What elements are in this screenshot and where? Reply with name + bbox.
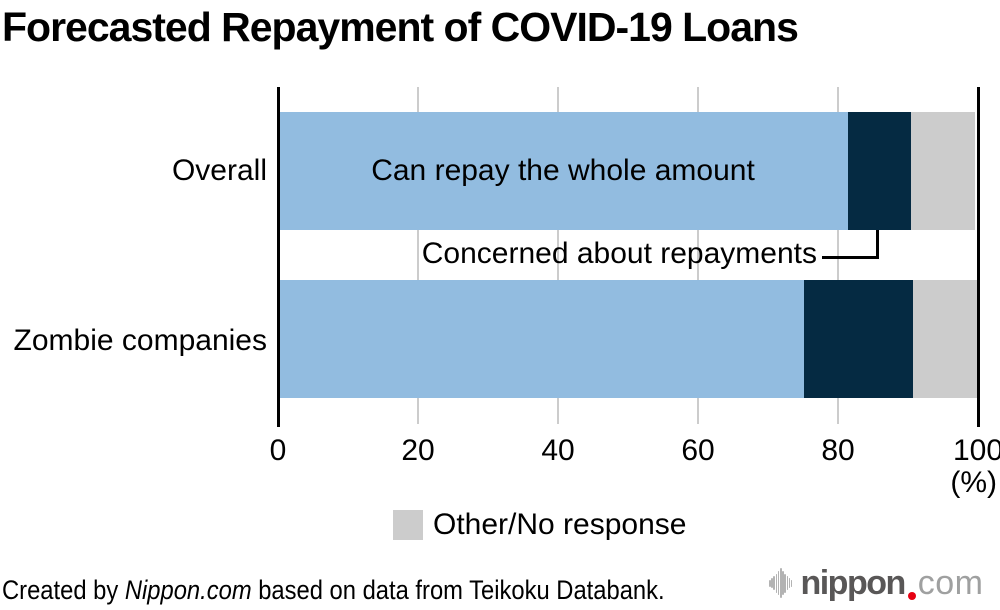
credit-suffix: based on data from Teikoku Databank.: [251, 575, 665, 605]
bar-segment: [913, 280, 977, 398]
legend: Other/No response: [393, 509, 686, 541]
gridline-60: [697, 87, 699, 424]
category-label-zombie-companies: Zombie companies: [13, 324, 267, 357]
in-bar-series-label: Can repay the whole amount: [371, 154, 755, 187]
x-tick-80: 80: [821, 434, 855, 467]
axis-line-0: [276, 87, 280, 427]
nippon-com-logo: nippon com: [769, 562, 984, 604]
nippon-logo-wordmark: nippon com: [800, 564, 983, 602]
legend-label-other: Other/No response: [433, 508, 687, 541]
chart-title: Forecasted Repayment of COVID-19 Loans: [2, 4, 799, 50]
x-tick-60: 60: [681, 434, 715, 467]
gridline-20: [417, 87, 419, 424]
callout-series-label: Concerned about repayments: [421, 237, 817, 270]
source-credit: Created by Nippon.com based on data from…: [2, 576, 665, 604]
bar-segment: [278, 280, 804, 398]
nippon-soundbars-icon: [769, 567, 793, 599]
x-axis-unit-label: (%): [950, 466, 997, 499]
bar-row-zombie-companies: [278, 280, 977, 398]
credit-prefix: Created by: [2, 575, 125, 605]
bar-row-overall: [278, 112, 975, 230]
logo-wordmark-nippon: nippon: [800, 564, 906, 602]
logo-wordmark-com: com: [917, 564, 984, 602]
callout-connector-horizontal: [822, 256, 879, 259]
x-tick-0: 0: [269, 434, 287, 467]
bar-segment: [911, 112, 975, 230]
bar-segment: [278, 112, 848, 230]
bar-segment: [804, 280, 913, 398]
x-tick-20: 20: [401, 434, 435, 467]
credit-source-name: Nippon.com: [124, 575, 252, 605]
axis-line-100: [976, 87, 980, 427]
logo-red-dot: [907, 592, 916, 600]
bar-segment: [848, 112, 911, 230]
legend-swatch-other: [393, 510, 423, 540]
callout-connector-vertical: [876, 230, 879, 259]
gridline-40: [557, 87, 559, 424]
x-tick-100: 100: [952, 434, 1000, 467]
x-tick-40: 40: [541, 434, 575, 467]
category-label-overall: Overall: [171, 154, 267, 187]
gridline-80: [837, 87, 839, 424]
